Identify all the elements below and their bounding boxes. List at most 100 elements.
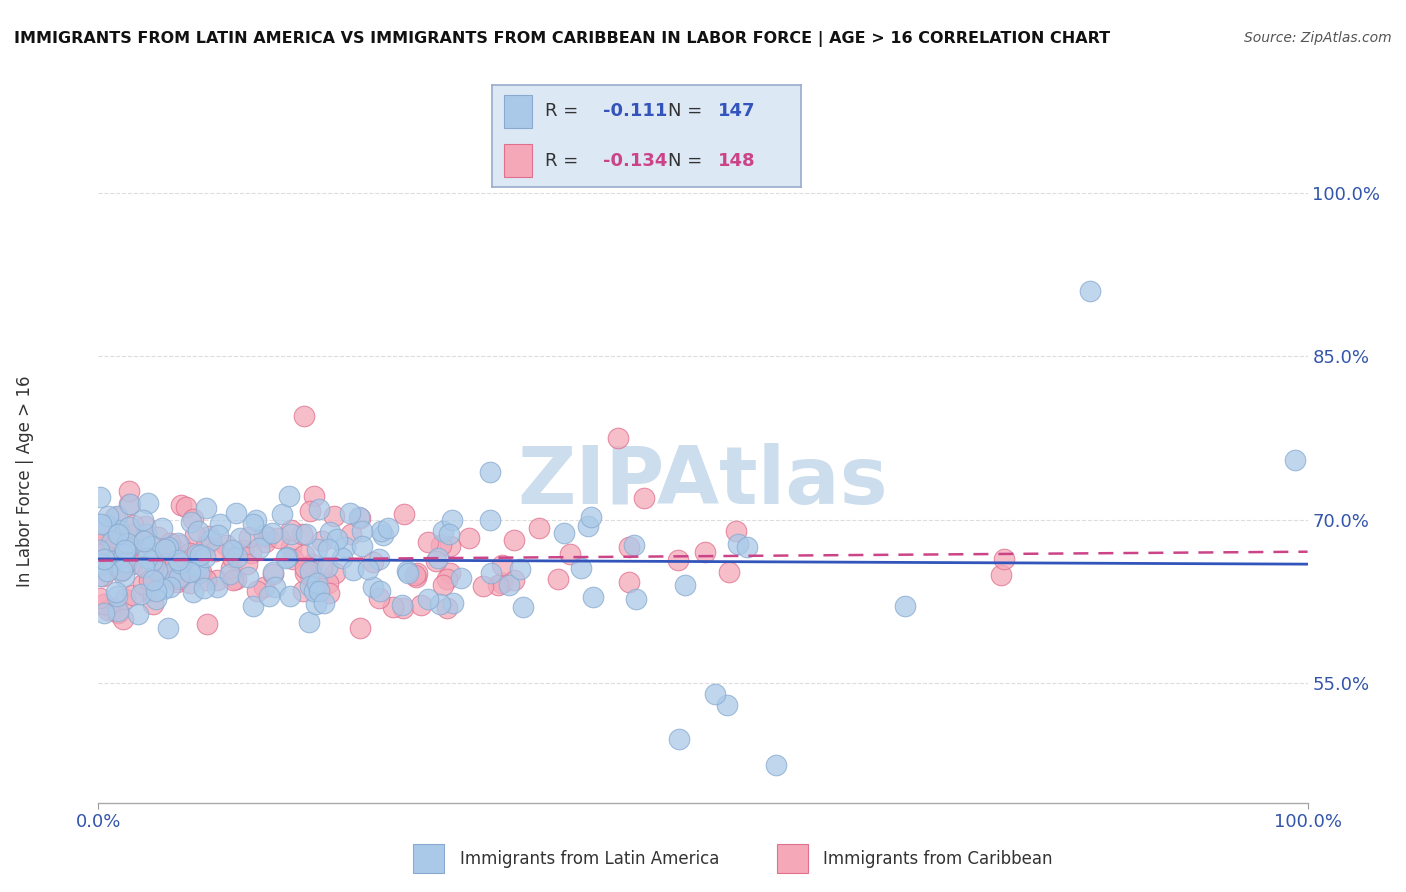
Point: [357, 562, 380, 576]
Point: [607, 431, 630, 445]
Point: [299, 568, 322, 582]
Point: [704, 687, 727, 701]
Point: [335, 541, 357, 555]
Point: [391, 598, 413, 612]
Point: [221, 549, 243, 564]
Point: [491, 576, 513, 591]
Point: [114, 542, 136, 557]
Point: [576, 519, 599, 533]
Point: [330, 551, 353, 566]
Point: [138, 565, 160, 579]
Point: [174, 500, 197, 515]
Point: [157, 541, 180, 555]
Point: [90, 557, 112, 571]
Point: [180, 515, 202, 529]
Point: [112, 569, 135, 583]
Point: [479, 465, 502, 479]
Point: [280, 526, 302, 541]
Point: [87, 536, 110, 550]
Point: [167, 536, 190, 550]
Point: [118, 483, 141, 498]
Point: [298, 565, 321, 579]
Point: [291, 526, 314, 541]
Point: [498, 577, 520, 591]
Point: [441, 597, 464, 611]
Point: [257, 530, 280, 544]
Point: [569, 561, 592, 575]
Point: [96, 564, 118, 578]
Point: [478, 513, 501, 527]
Point: [301, 557, 323, 571]
Point: [246, 584, 269, 599]
Point: [142, 573, 165, 587]
Point: [136, 551, 159, 566]
Point: [150, 545, 173, 559]
Point: [98, 550, 121, 565]
Point: [308, 502, 330, 516]
Point: [96, 603, 118, 617]
Point: [283, 551, 305, 566]
Point: [165, 543, 187, 558]
Point: [1284, 453, 1306, 467]
Point: [111, 527, 134, 541]
Point: [527, 521, 550, 535]
Point: [107, 527, 129, 541]
Point: [146, 563, 169, 577]
Point: [547, 572, 569, 586]
Point: [262, 566, 284, 581]
Point: [716, 698, 738, 712]
Point: [165, 549, 187, 564]
Bar: [505, 145, 533, 177]
Point: [209, 516, 232, 531]
Point: [429, 597, 451, 611]
Point: [668, 731, 690, 746]
Point: [990, 568, 1012, 582]
Point: [326, 532, 349, 546]
Point: [695, 544, 717, 558]
Point: [104, 552, 127, 566]
Point: [432, 524, 454, 538]
Point: [105, 585, 128, 599]
Point: [292, 583, 315, 598]
Point: [724, 524, 747, 539]
Point: [298, 578, 321, 592]
Point: [89, 591, 111, 606]
Point: [242, 517, 264, 532]
Point: [165, 558, 187, 572]
Point: [298, 504, 321, 518]
Point: [439, 539, 461, 553]
Point: [396, 566, 419, 580]
Point: [167, 552, 190, 566]
Point: [89, 569, 111, 583]
Point: [263, 565, 285, 579]
Point: [377, 521, 399, 535]
Bar: [413, 844, 444, 873]
Point: [314, 596, 336, 610]
Point: [187, 524, 209, 538]
Point: [624, 591, 647, 606]
Point: [247, 541, 270, 556]
Point: [194, 501, 217, 516]
Point: [167, 570, 190, 584]
Point: [308, 584, 330, 599]
Point: [122, 588, 145, 602]
Point: [114, 592, 136, 607]
Point: [187, 560, 209, 574]
Point: [294, 566, 316, 580]
Point: [221, 542, 243, 557]
Bar: [778, 844, 808, 873]
Point: [179, 546, 201, 560]
Point: [339, 507, 361, 521]
Point: [229, 531, 252, 545]
Point: [138, 495, 160, 509]
Point: [183, 511, 205, 525]
Point: [179, 576, 201, 591]
Point: [405, 570, 427, 584]
Point: [222, 573, 245, 587]
Point: [502, 573, 524, 587]
Point: [267, 531, 290, 545]
Point: [350, 539, 373, 553]
Point: [340, 526, 363, 541]
Point: [236, 570, 259, 584]
Text: Source: ZipAtlas.com: Source: ZipAtlas.com: [1244, 31, 1392, 45]
